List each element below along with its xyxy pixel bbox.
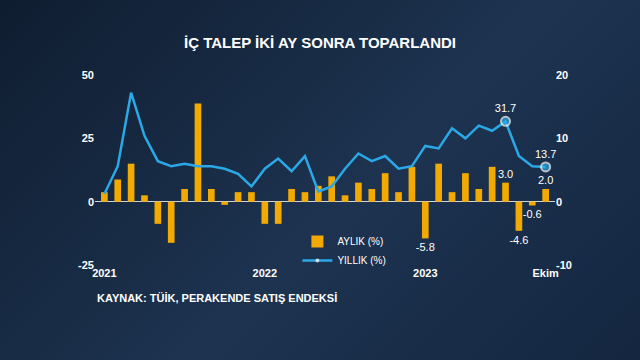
svg-text:-0.6: -0.6 bbox=[523, 208, 542, 220]
svg-text:2021: 2021 bbox=[92, 267, 116, 279]
svg-text:2.0: 2.0 bbox=[538, 174, 553, 186]
svg-text:25: 25 bbox=[82, 132, 94, 144]
svg-text:0: 0 bbox=[556, 196, 562, 208]
svg-text:50: 50 bbox=[82, 69, 94, 81]
svg-text:-10: -10 bbox=[556, 259, 572, 271]
svg-text:İÇ TALEP İKİ AY SONRA TOPARLAN: İÇ TALEP İKİ AY SONRA TOPARLANDI bbox=[184, 34, 456, 51]
svg-text:2023: 2023 bbox=[413, 267, 437, 279]
svg-text:YILLIK (%): YILLIK (%) bbox=[337, 255, 385, 266]
svg-text:-25: -25 bbox=[78, 259, 94, 271]
svg-text:AYLIK (%): AYLIK (%) bbox=[337, 236, 383, 247]
svg-text:0: 0 bbox=[88, 196, 94, 208]
svg-text:-4.6: -4.6 bbox=[509, 234, 528, 246]
svg-text:Ekim: Ekim bbox=[532, 267, 559, 279]
svg-text:2022: 2022 bbox=[253, 267, 277, 279]
svg-text:3.0: 3.0 bbox=[498, 168, 513, 180]
svg-text:20: 20 bbox=[556, 69, 568, 81]
svg-text:10: 10 bbox=[556, 132, 568, 144]
svg-text:-5.8: -5.8 bbox=[416, 241, 435, 253]
svg-text:31.7: 31.7 bbox=[495, 102, 516, 114]
svg-text:KAYNAK: TÜİK, PERAKENDE SATIŞ: KAYNAK: TÜİK, PERAKENDE SATIŞ ENDEKSİ bbox=[97, 292, 337, 304]
svg-text:13.7: 13.7 bbox=[535, 148, 556, 160]
